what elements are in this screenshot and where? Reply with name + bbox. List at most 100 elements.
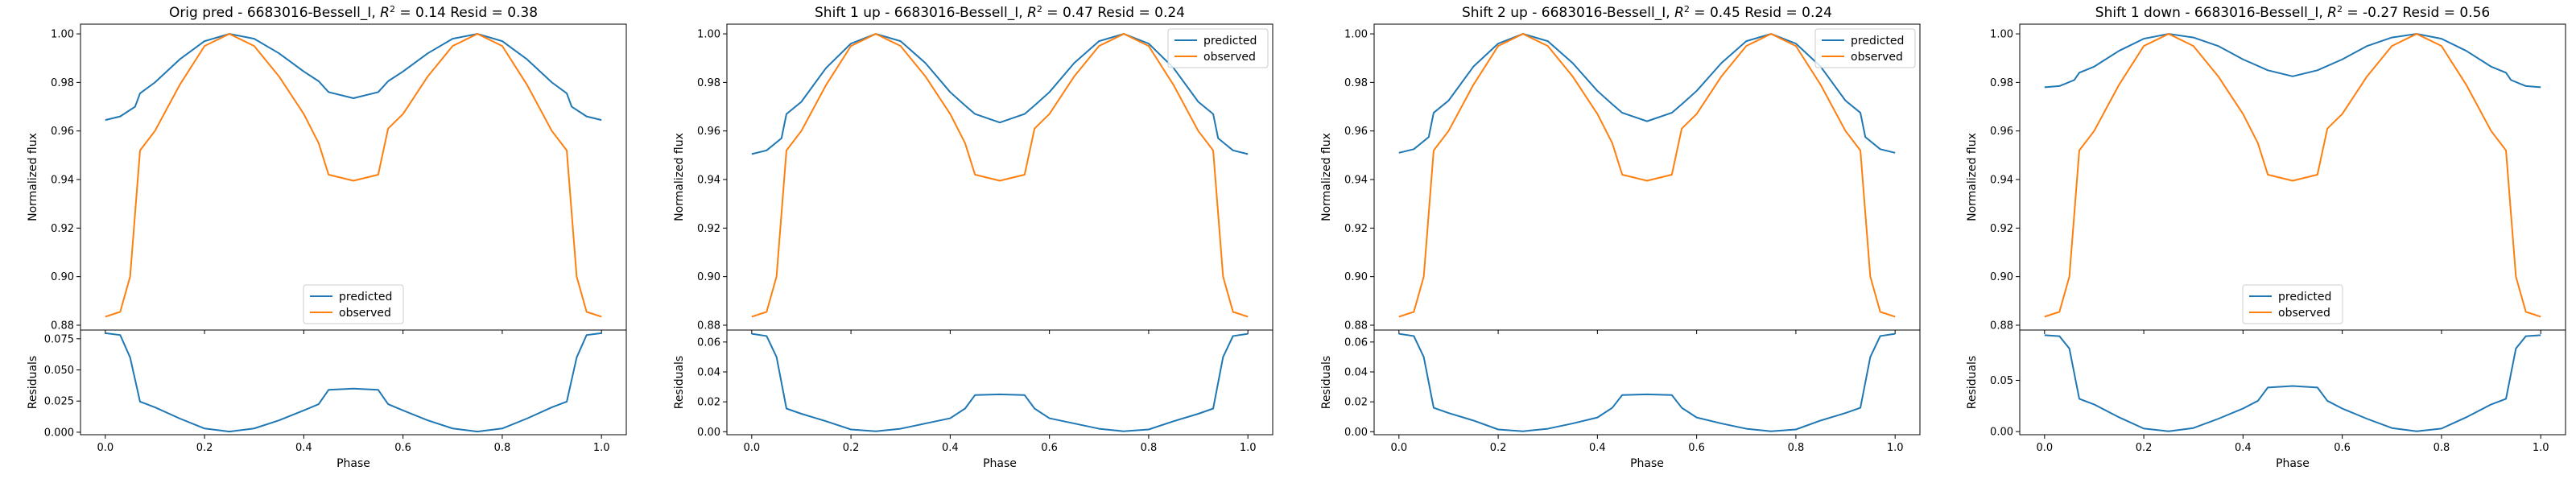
flux-y-tick-label: 0.88 (51, 320, 74, 332)
x-axis-label: Phase (1630, 457, 1664, 470)
x-tick-label: 0.6 (1041, 442, 1058, 454)
x-tick-label: 0.8 (1141, 442, 1158, 454)
x-tick-label: 0.4 (295, 442, 312, 454)
residual-y-tick-label: 0.025 (44, 396, 74, 408)
flux-y-tick-label: 1.00 (1990, 29, 2013, 41)
flux-y-tick-label: 0.90 (697, 271, 720, 283)
x-tick-label: 0.2 (196, 442, 213, 454)
x-tick-label: 0.4 (1589, 442, 1606, 454)
x-tick-label: 0.8 (1788, 442, 1805, 454)
residual-y-tick-label: 0.00 (1344, 427, 1368, 439)
flux-y-tick-label: 0.96 (1990, 126, 2013, 138)
legend-label-predicted: predicted (2278, 291, 2331, 303)
flux-axes-frame (726, 23, 1274, 331)
flux-y-tick-label: 1.00 (1344, 29, 1368, 41)
flux-y-tick-label: 0.92 (1344, 223, 1368, 235)
title-suffix: = -0.27 Resid = 0.56 (2343, 5, 2490, 21)
residual-y-axis-label: Residuals (673, 356, 686, 409)
residual-y-axis-label: Residuals (1320, 356, 1333, 409)
legend: predicted observed (1167, 28, 1269, 68)
chart-panel-2: Shift 1 up - 6683016-Bessell_I, R2 = 0.4… (673, 4, 1274, 470)
residual-line (105, 332, 602, 433)
y-axis-label: Normalized flux (673, 133, 686, 221)
residual-axes-frame (2019, 329, 2566, 436)
x-tick-label: 0.2 (843, 442, 860, 454)
legend-label-predicted: predicted (339, 291, 392, 303)
residual-y-axis-label: Residuals (1966, 356, 1979, 409)
legend-label-predicted: predicted (1203, 35, 1257, 47)
title-r2-symbol: R (1027, 5, 1037, 21)
title-suffix: = 0.45 Resid = 0.24 (1690, 5, 1832, 21)
x-tick-label: 0.0 (2036, 442, 2053, 454)
x-axis-label: Phase (2276, 457, 2310, 470)
title-r2-symbol: R (2327, 5, 2337, 21)
x-tick-label: 0.0 (1390, 442, 1407, 454)
flux-y-tick-label: 0.98 (1990, 77, 2013, 89)
x-tick-label: 0.0 (743, 442, 760, 454)
residual-y-tick-label: 0.02 (1344, 397, 1368, 409)
flux-y-tick-label: 0.88 (697, 320, 720, 332)
series-line-predicted (2044, 33, 2541, 89)
legend: predicted observed (303, 284, 404, 324)
legend-label-predicted: predicted (1851, 35, 1904, 47)
x-tick-label: 0.6 (1688, 442, 1705, 454)
residual-axes-frame (726, 329, 1274, 436)
legend-label-observed: observed (339, 307, 391, 320)
series-line-observed (105, 33, 602, 318)
series-line-predicted (751, 33, 1249, 155)
x-tick-label: 0.8 (494, 442, 511, 454)
series-line-observed (2044, 33, 2541, 318)
residual-line (751, 332, 1249, 432)
chart-title: Orig pred - 6683016-Bessell_I, R2 = 0.14… (169, 4, 538, 21)
residual-y-tick-label: 0.00 (1990, 427, 2013, 439)
title-r2-superscript: 2 (1037, 4, 1042, 14)
residual-line (2044, 334, 2541, 432)
chart-title: Shift 2 up - 6683016-Bessell_I, R2 = 0.4… (1462, 4, 1832, 21)
residual-line (1398, 332, 1896, 432)
y-axis-label: Normalized flux (1966, 133, 1979, 221)
flux-y-tick-label: 0.94 (1990, 175, 2013, 187)
residual-y-tick-label: 0.04 (697, 367, 720, 379)
flux-axes-frame (80, 23, 627, 331)
chart-title: Shift 1 up - 6683016-Bessell_I, R2 = 0.4… (815, 4, 1185, 21)
title-r2-superscript: 2 (2337, 4, 2343, 14)
flux-y-tick-label: 0.92 (51, 223, 74, 235)
x-axis-label: Phase (336, 457, 370, 470)
y-axis-label: Normalized flux (27, 133, 39, 221)
residual-axes-frame (1373, 329, 1921, 436)
title-prefix: Shift 1 up - 6683016-Bessell_I, (815, 5, 1027, 21)
flux-y-tick-label: 0.90 (51, 271, 74, 283)
legend-box (303, 284, 404, 324)
flux-y-tick-label: 0.98 (1344, 77, 1368, 89)
x-tick-label: 0.4 (942, 442, 959, 454)
legend-label-observed: observed (2278, 307, 2330, 320)
residual-axes-frame (80, 329, 627, 436)
residual-y-tick-label: 0.05 (1990, 375, 2013, 387)
x-axis-label: Phase (983, 457, 1017, 470)
flux-y-tick-label: 0.88 (1344, 320, 1368, 332)
x-tick-label: 0.8 (2434, 442, 2450, 454)
flux-y-tick-label: 0.98 (51, 77, 74, 89)
residual-y-tick-label: 0.075 (44, 333, 74, 345)
legend-box (1167, 28, 1269, 68)
x-tick-label: 1.0 (2533, 442, 2549, 454)
chart-panel-4: Shift 1 down - 6683016-Bessell_I, R2 = -… (1966, 4, 2566, 470)
flux-y-tick-label: 0.90 (1990, 271, 2013, 283)
legend-box (2242, 284, 2343, 324)
flux-y-tick-label: 0.94 (1344, 175, 1368, 187)
series-line-predicted (1398, 33, 1896, 154)
flux-y-tick-label: 1.00 (697, 29, 720, 41)
x-tick-label: 0.6 (394, 442, 411, 454)
title-r2-superscript: 2 (390, 4, 395, 14)
y-axis-label: Normalized flux (1320, 133, 1333, 221)
flux-axes-frame (2019, 23, 2566, 331)
chart-title: Shift 1 down - 6683016-Bessell_I, R2 = -… (2095, 4, 2490, 21)
x-tick-label: 1.0 (1887, 442, 1904, 454)
series-line-observed (1398, 33, 1896, 318)
legend: predicted observed (2242, 284, 2343, 324)
title-prefix: Shift 1 down - 6683016-Bessell_I, (2095, 5, 2327, 21)
flux-y-tick-label: 0.94 (697, 175, 720, 187)
residual-y-tick-label: 0.04 (1344, 367, 1368, 379)
x-tick-label: 1.0 (1240, 442, 1257, 454)
